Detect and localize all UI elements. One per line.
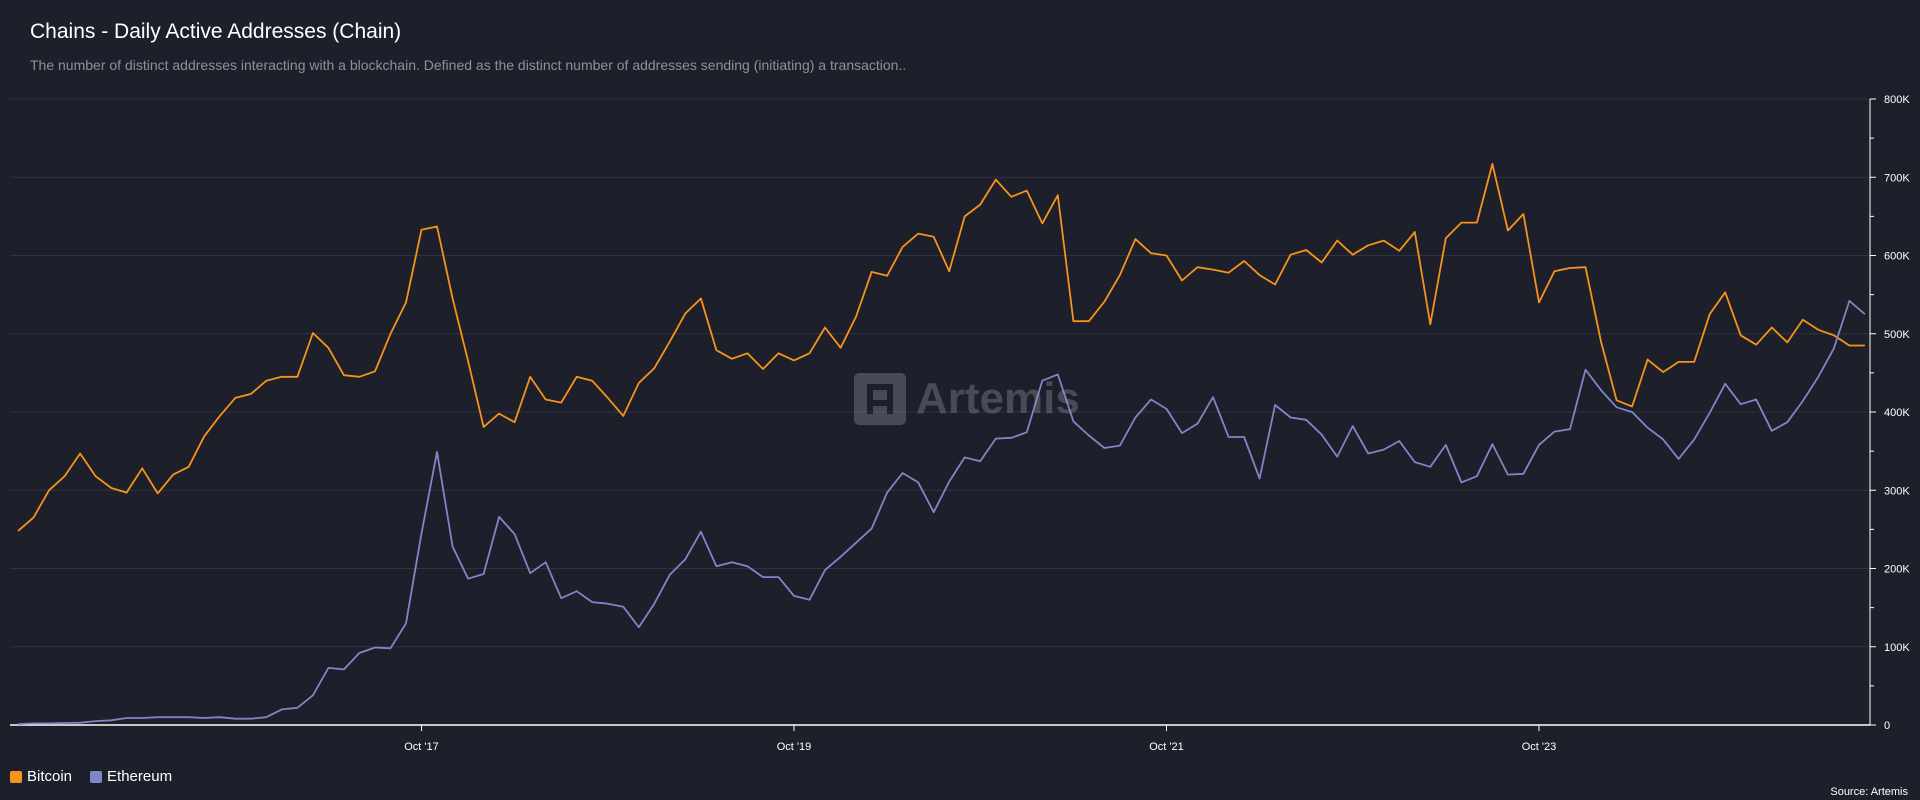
- source-note: Source: Artemis: [1830, 786, 1908, 798]
- y-tick-label: 200K: [1884, 564, 1910, 576]
- chart-title: Chains - Daily Active Addresses (Chain): [30, 20, 402, 43]
- bitcoin-swatch: [10, 770, 22, 783]
- legend-label-bitcoin: Bitcoin: [27, 768, 73, 785]
- artemis-watermark: Artemis: [854, 373, 1080, 425]
- y-tick-label: 600K: [1884, 251, 1910, 263]
- series-line-ethereum: [17, 299, 1866, 726]
- y-tick-label: 300K: [1884, 485, 1910, 497]
- artemis-logo-icon: [854, 373, 906, 425]
- ethereum-swatch: [90, 770, 103, 783]
- y-tick-label: 100K: [1884, 642, 1910, 654]
- y-tick-label: 500K: [1884, 329, 1910, 341]
- series-line-bitcoin: [17, 162, 1865, 532]
- chart-subtitle: The number of distinct addresses interac…: [30, 57, 907, 73]
- chart-legend: Bitcoin Ethereum: [10, 768, 172, 785]
- y-tick-label: 400K: [1884, 407, 1910, 419]
- x-tick-label: Oct '17: [404, 741, 439, 753]
- watermark-text: Artemis: [916, 374, 1080, 423]
- y-tick-label: 0: [1884, 720, 1890, 732]
- y-tick-label: 800K: [1884, 94, 1910, 106]
- legend-item-bitcoin[interactable]: Bitcoin: [10, 768, 72, 785]
- y-tick-label: 700K: [1884, 172, 1910, 184]
- x-tick-label: Oct '23: [1522, 741, 1557, 753]
- legend-label-ethereum: Ethereum: [107, 768, 173, 785]
- x-tick-label: Oct '19: [777, 741, 812, 753]
- legend-item-ethereum[interactable]: Ethereum: [90, 768, 172, 785]
- x-tick-label: Oct '21: [1149, 741, 1184, 753]
